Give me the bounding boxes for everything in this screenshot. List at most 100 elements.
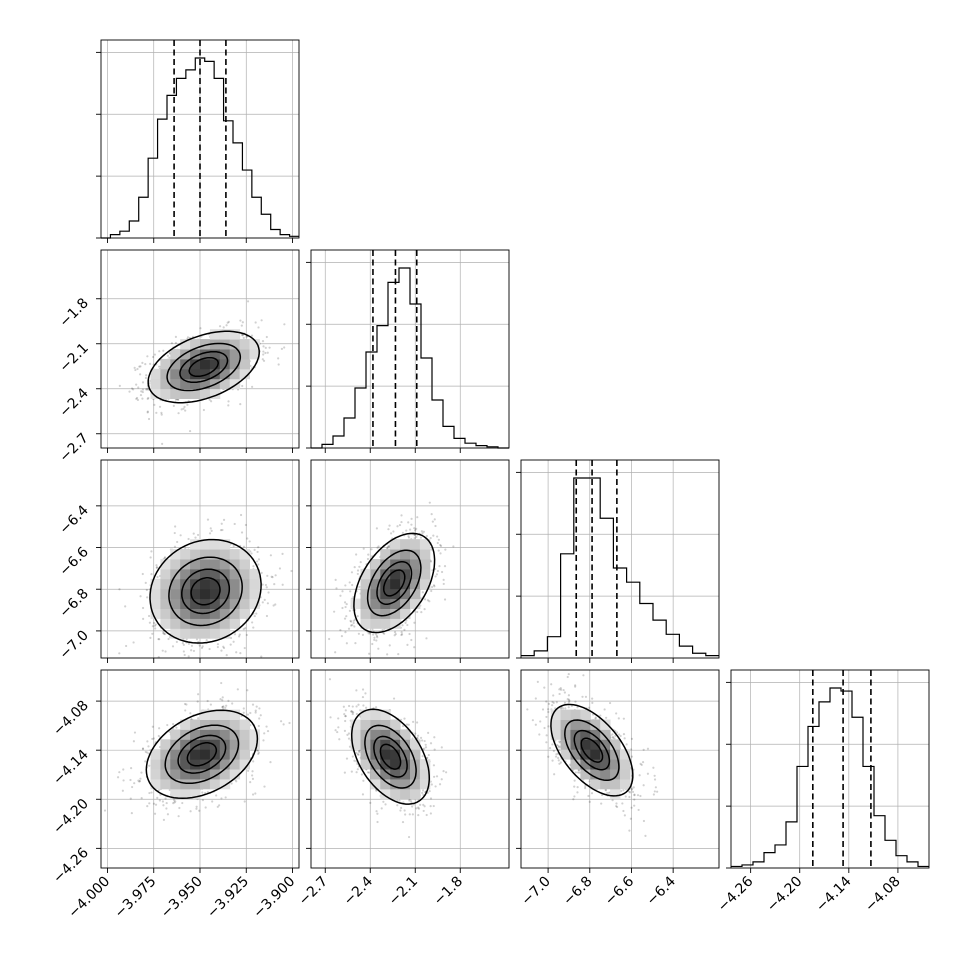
scatter-point (221, 696, 224, 699)
scatter-point (269, 761, 272, 764)
scatter-point (367, 632, 370, 635)
scatter-point (130, 387, 134, 390)
scatter-point (401, 531, 404, 534)
scatter-point (437, 549, 440, 552)
scatter-point (385, 547, 389, 550)
scatter-point (158, 350, 161, 353)
scatter-point (421, 591, 424, 594)
scatter-point (251, 777, 255, 780)
scatter-point (168, 356, 171, 359)
density-cell (400, 578, 411, 590)
scatter-point (401, 624, 404, 627)
scatter-point (263, 598, 266, 601)
density-cell (249, 598, 260, 609)
scatter-point (241, 333, 244, 337)
scatter-point (174, 525, 177, 528)
scatter-point (180, 408, 183, 411)
density-cell (170, 559, 181, 570)
scatter-point (290, 569, 293, 573)
scatter-point (434, 524, 437, 528)
scatter-point (171, 645, 175, 648)
histogram (731, 687, 929, 868)
scatter-point (218, 804, 221, 807)
scatter-point (229, 643, 232, 646)
density-cell (410, 559, 421, 570)
scatter-point (177, 412, 180, 415)
scatter-point (396, 525, 399, 528)
density-cell (360, 608, 371, 619)
scatter-point (182, 643, 185, 647)
scatter-point (162, 804, 165, 807)
scatter-point (393, 631, 397, 634)
scatter-point (361, 633, 365, 637)
density-cell (209, 628, 221, 639)
contour-line (149, 538, 262, 644)
scatter-point (158, 799, 161, 802)
scatter-point (356, 569, 360, 572)
scatter-point (154, 627, 157, 630)
scatter-point (151, 625, 154, 628)
scatter-point (425, 637, 428, 640)
scatter-point (227, 400, 230, 403)
scatter-point (421, 532, 424, 535)
scatter-point (265, 614, 269, 618)
density-cell (249, 578, 260, 590)
scatter-point (349, 590, 352, 593)
scatter-point (160, 413, 163, 416)
density-cell (180, 559, 191, 570)
scatter-point (413, 537, 416, 540)
scatter-point (271, 576, 274, 579)
scatter-point (375, 639, 378, 642)
scatter-point (204, 806, 207, 809)
scatter-point (165, 807, 168, 810)
density-group (118, 300, 286, 445)
scatter-point (334, 578, 337, 582)
scatter-point (270, 575, 273, 578)
scatter-point (265, 335, 268, 339)
scatter-point (413, 527, 416, 530)
scatter-point (387, 528, 390, 531)
scatter-point (404, 621, 407, 624)
density-cell (200, 349, 211, 360)
scatter-point (216, 643, 220, 646)
scatter-point (158, 638, 161, 641)
scatter-point (151, 737, 154, 741)
scatter-point (408, 632, 411, 636)
scatter-point (262, 345, 265, 348)
scatter-point (387, 545, 390, 548)
scatter-point (121, 789, 124, 792)
contour-line (353, 532, 436, 634)
scatter-point (381, 628, 384, 632)
scatter-point (258, 707, 261, 710)
density-cell (180, 618, 191, 629)
density-cell (410, 588, 421, 600)
scatter-point (252, 626, 255, 629)
scatter-point (349, 620, 353, 623)
density-cell (229, 358, 241, 370)
scatter-point (140, 797, 143, 800)
scatter-point (182, 650, 185, 653)
scatter-point (354, 642, 357, 645)
scatter-point (273, 583, 276, 586)
scatter-point (278, 567, 282, 570)
scatter-point (222, 705, 225, 708)
scatter-point (252, 760, 255, 763)
density-cell (160, 568, 171, 580)
scatter-point (187, 655, 190, 658)
scatter-point (352, 621, 355, 625)
scatter-point (179, 534, 182, 537)
scatter-point (138, 780, 141, 783)
scatter-point (256, 560, 259, 563)
scatter-point (129, 797, 132, 800)
scatter-point (257, 558, 261, 561)
scatter-point (430, 585, 434, 589)
scatter-point (333, 610, 336, 613)
scatter-point (205, 639, 208, 642)
scatter-point (132, 641, 135, 644)
density-cell (170, 588, 181, 600)
scatter-point (274, 603, 277, 606)
scatter-point (260, 571, 263, 574)
density-cell (380, 618, 391, 629)
